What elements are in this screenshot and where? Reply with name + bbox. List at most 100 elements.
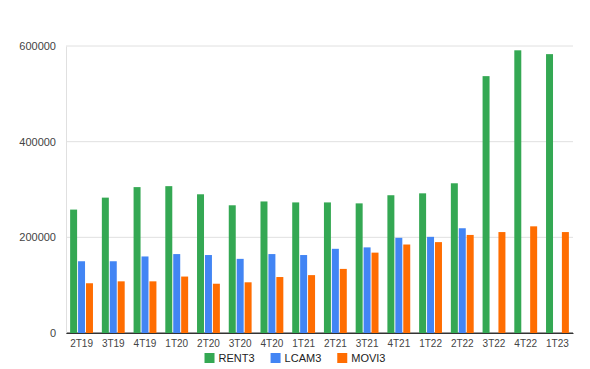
- legend-label: LCAM3: [285, 352, 322, 364]
- series: [86, 226, 569, 333]
- bar: [395, 238, 402, 333]
- bar: [324, 202, 331, 333]
- series: [70, 50, 553, 333]
- bar: [332, 249, 339, 333]
- x-axis-line: [67, 333, 574, 334]
- chart: 0 200000 400000 600000 2T19 3T19 4T19 1T20 2T20 3…: [0, 0, 590, 369]
- bar: [451, 183, 458, 333]
- x-tick-label: 4T22: [514, 338, 537, 349]
- y-axis: 0 200000 400000 600000: [19, 40, 66, 339]
- bar: [483, 76, 490, 333]
- bar: [300, 255, 307, 333]
- x-tick: 2T20: [197, 333, 220, 349]
- bar: [546, 54, 553, 333]
- x-tick: 4T19: [134, 333, 157, 349]
- bar: [260, 201, 267, 333]
- y-tick-label: 600000: [19, 40, 56, 52]
- x-tick-label: 2T19: [70, 338, 93, 349]
- x-tick: 3T20: [229, 333, 252, 349]
- bar: [514, 50, 521, 333]
- bar: [459, 228, 466, 333]
- x-tick-label: 4T19: [134, 338, 157, 349]
- bar: [229, 205, 236, 333]
- bar: [467, 235, 474, 333]
- x-tick: 3T21: [356, 333, 379, 349]
- x-tick: 1T22: [419, 333, 442, 349]
- y-tick: 400000: [19, 136, 66, 148]
- bar: [142, 256, 149, 333]
- y-tick: 200000: [19, 231, 66, 243]
- bar: [268, 254, 275, 333]
- bar: [181, 277, 188, 333]
- bar: [562, 232, 569, 333]
- legend-label: RENT3: [219, 352, 255, 364]
- bar: [427, 237, 434, 333]
- y-tick-label: 0: [50, 327, 56, 339]
- bar: [173, 254, 180, 333]
- bar: [78, 261, 85, 333]
- bar: [292, 202, 299, 333]
- x-tick-label: 1T23: [546, 338, 569, 349]
- x-tick: 2T21: [324, 333, 347, 349]
- bar: [372, 253, 379, 333]
- x-tick: 1T23: [546, 333, 569, 349]
- bar: [530, 226, 537, 333]
- series: [78, 228, 466, 333]
- legend-item: RENT3: [205, 352, 255, 364]
- x-tick-label: 1T22: [419, 338, 442, 349]
- bar: [276, 277, 283, 333]
- x-tick: 2T19: [70, 333, 93, 349]
- grid: [66, 46, 573, 333]
- bar: [110, 261, 117, 333]
- legend-swatch: [205, 353, 215, 363]
- bar: [356, 203, 363, 333]
- x-tick-label: 4T21: [387, 338, 410, 349]
- x-tick: 1T21: [292, 333, 315, 349]
- legend-item: MOVI3: [337, 352, 385, 364]
- x-tick: 3T22: [483, 333, 506, 349]
- bar: [70, 210, 77, 333]
- bar: [118, 281, 125, 333]
- bar: [245, 282, 252, 333]
- y-axis-line: [66, 47, 67, 334]
- y-tick-label: 200000: [19, 231, 56, 243]
- bar: [308, 275, 315, 333]
- bar: [498, 232, 505, 333]
- bar: [197, 194, 204, 333]
- x-tick: 2T22: [451, 333, 474, 349]
- grid-line: [66, 46, 573, 47]
- x-tick: 4T20: [261, 333, 284, 349]
- x-tick-label: 2T21: [324, 338, 347, 349]
- y-tick-label: 400000: [19, 136, 56, 148]
- bars: [70, 50, 569, 333]
- x-tick-label: 2T22: [451, 338, 474, 349]
- bar: [387, 195, 394, 333]
- bar: [205, 255, 212, 333]
- bar: [364, 247, 371, 333]
- x-tick: 1T20: [165, 333, 188, 349]
- bar: [213, 284, 220, 333]
- y-tick: 600000: [19, 40, 66, 52]
- legend: RENT3 LCAM3 MOVI3: [205, 352, 386, 364]
- x-tick-label: 3T22: [483, 338, 506, 349]
- x-tick-label: 3T21: [356, 338, 379, 349]
- legend-swatch: [271, 353, 281, 363]
- x-tick-label: 4T20: [261, 338, 284, 349]
- bar: [165, 186, 172, 333]
- bar: [134, 187, 141, 333]
- legend-swatch: [337, 353, 347, 363]
- grid-line: [66, 141, 573, 142]
- x-axis: 2T19 3T19 4T19 1T20 2T20 3T20 4T20 1T21 2T21 3T21…: [67, 333, 574, 349]
- bar: [403, 245, 410, 333]
- bar: [419, 193, 426, 333]
- x-tick-label: 2T20: [197, 338, 220, 349]
- bar: [86, 283, 93, 333]
- x-tick: 3T19: [102, 333, 125, 349]
- x-tick-label: 3T20: [229, 338, 252, 349]
- grid-line: [66, 237, 573, 238]
- legend-label: MOVI3: [351, 352, 385, 364]
- x-tick-label: 3T19: [102, 338, 125, 349]
- bar: [340, 269, 347, 333]
- bar: [149, 281, 156, 333]
- bar: [237, 259, 244, 333]
